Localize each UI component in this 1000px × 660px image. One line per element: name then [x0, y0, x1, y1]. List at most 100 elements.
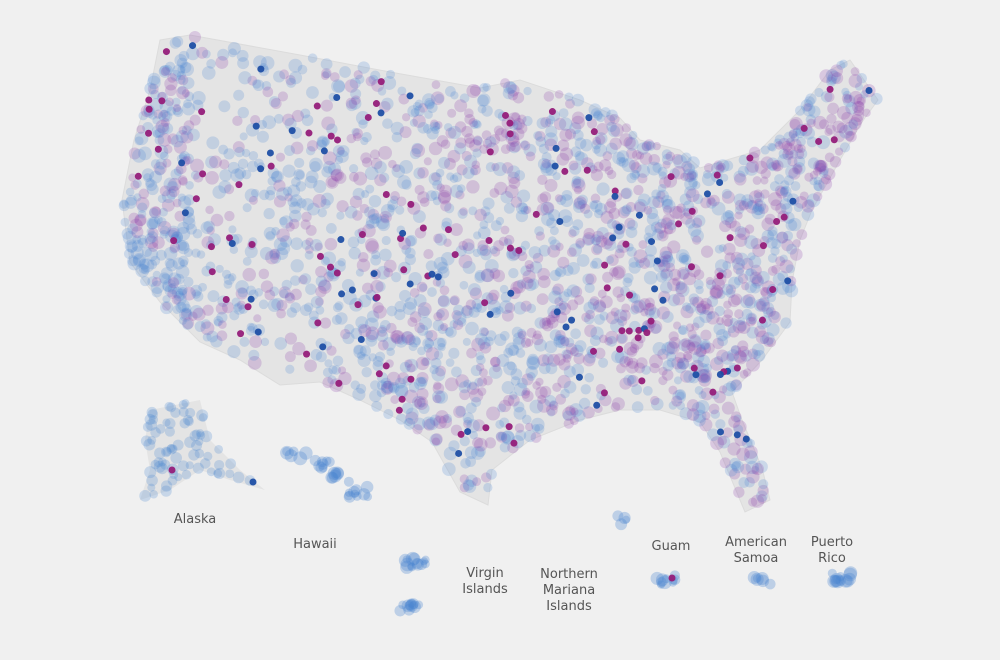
location-dot [755, 460, 768, 474]
location-dot [146, 227, 155, 236]
location-dot [542, 320, 554, 332]
location-dot [330, 168, 344, 182]
location-dot [404, 359, 413, 368]
location-dot [213, 469, 223, 479]
location-dot [320, 147, 328, 155]
location-dot [325, 223, 337, 234]
location-dot [649, 362, 660, 374]
location-dot [658, 259, 671, 272]
location-dot [696, 300, 710, 315]
location-dot [662, 160, 671, 169]
location-dot [731, 460, 745, 474]
location-dot [353, 70, 363, 80]
location-dot [469, 139, 482, 152]
location-dot [137, 237, 148, 249]
location-dot [751, 205, 766, 220]
location-dot [202, 332, 212, 342]
location-dot [461, 305, 474, 319]
location-dot [756, 298, 770, 312]
location-dot [805, 114, 817, 125]
location-dot [484, 336, 494, 347]
location-dot [171, 286, 184, 299]
location-dot [417, 167, 429, 179]
location-dot [745, 316, 756, 327]
location-dot [713, 355, 723, 365]
location-dot [485, 292, 499, 305]
location-dot [661, 153, 674, 166]
location-dot [729, 468, 741, 480]
location-dot [321, 116, 336, 131]
location-dot [200, 319, 211, 330]
location-dot [536, 117, 549, 130]
location-dot [260, 337, 270, 347]
location-dot [356, 383, 367, 394]
location-dot [231, 297, 241, 307]
location-dot [193, 291, 204, 302]
location-dot [523, 86, 532, 96]
location-dot [647, 161, 661, 176]
location-dot [325, 175, 339, 189]
location-dot [543, 132, 558, 147]
location-dot [641, 140, 653, 152]
location-dot [616, 332, 628, 345]
location-dot [850, 67, 860, 76]
location-dot [329, 72, 340, 82]
location-dot [685, 188, 700, 203]
location-dot [680, 152, 692, 164]
location-dot [800, 124, 808, 132]
location-dot [185, 407, 196, 418]
location-dot [290, 288, 302, 301]
location-dot [680, 212, 693, 225]
location-dot [199, 458, 211, 469]
location-dot [654, 222, 667, 234]
location-dot [411, 143, 426, 158]
location-dot [565, 98, 575, 109]
location-dot [205, 155, 218, 169]
location-dot [643, 329, 651, 337]
location-dot [374, 174, 387, 187]
location-dot [706, 311, 720, 325]
location-dot [414, 184, 425, 195]
location-dot [484, 437, 496, 449]
location-dot [144, 82, 157, 95]
location-dot [594, 301, 607, 313]
location-dot [172, 257, 185, 270]
territory-label: Hawaii [293, 537, 337, 552]
location-dot [129, 218, 143, 232]
location-dot [503, 347, 514, 358]
location-dot [734, 226, 747, 238]
location-dot [428, 270, 436, 278]
location-dot [218, 180, 232, 194]
location-dot [555, 242, 564, 251]
location-dot [561, 189, 573, 201]
location-dot [428, 172, 443, 186]
location-dot [206, 467, 216, 477]
location-dot [196, 431, 206, 440]
location-dot [590, 347, 598, 355]
location-dot [166, 188, 178, 200]
location-dot [615, 244, 624, 254]
location-dot [469, 287, 483, 300]
location-dot [782, 142, 796, 156]
location-dot [397, 86, 407, 96]
location-dot [143, 438, 156, 451]
location-dot [625, 360, 639, 374]
location-dot [634, 362, 646, 374]
location-dot [234, 146, 245, 158]
location-dot [661, 149, 673, 160]
location-dot [202, 304, 214, 316]
location-dot [514, 423, 525, 433]
location-dot [819, 165, 829, 176]
location-dot [722, 160, 734, 172]
location-dot [854, 101, 865, 112]
location-dot [168, 444, 178, 454]
location-dot [404, 389, 418, 404]
location-dot [660, 217, 673, 229]
location-dot [195, 437, 204, 446]
location-dot [440, 322, 449, 332]
location-dot [500, 190, 514, 204]
location-dot [612, 265, 626, 279]
location-dot [154, 128, 164, 138]
location-dot [687, 223, 702, 237]
